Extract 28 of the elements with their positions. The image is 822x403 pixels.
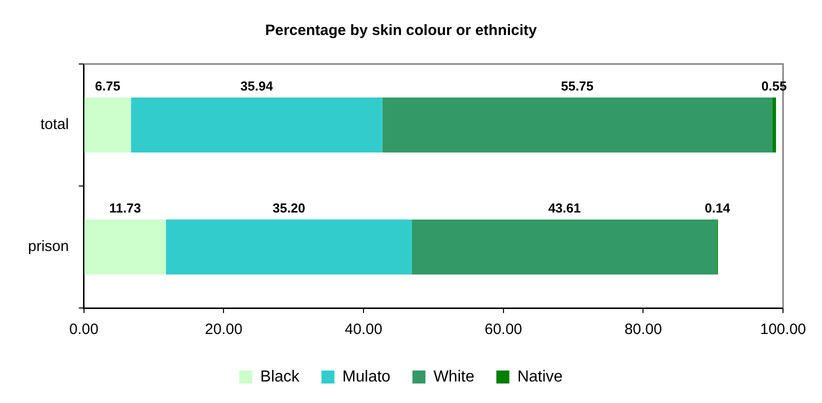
bar [166, 220, 412, 274]
legend-label: White [433, 368, 474, 386]
x-tick-label: 80.00 [624, 321, 662, 338]
x-tick-label: 40.00 [344, 321, 382, 338]
bar [772, 98, 776, 152]
chart-title: Percentage by skin colour or ethnicity [265, 22, 538, 40]
legend-label: Black [260, 368, 300, 386]
bar [382, 98, 772, 152]
x-tick-label: 0.00 [69, 321, 98, 338]
text: 55.75 [560, 78, 594, 94]
text: 35.94 [240, 78, 273, 94]
bar [131, 98, 382, 152]
x-tick-label: 20.00 [204, 321, 242, 338]
text: 35.20 [272, 200, 306, 216]
x-tick-label: 60.00 [484, 321, 522, 338]
bar [412, 220, 717, 274]
text: 6.75 [95, 78, 120, 94]
bar [84, 98, 132, 152]
legend-label: Native [517, 368, 563, 386]
text: 11.73 [109, 200, 142, 216]
y-tick-label: prison [28, 238, 69, 256]
x-tick-label: 100.00 [760, 321, 806, 338]
text: 0.14 [704, 200, 730, 216]
text: 0.55 [761, 78, 787, 94]
text: 43.61 [548, 200, 581, 216]
bar [84, 220, 166, 274]
legend-label: Mulato [342, 368, 391, 386]
y-tick-label: total [40, 116, 69, 134]
